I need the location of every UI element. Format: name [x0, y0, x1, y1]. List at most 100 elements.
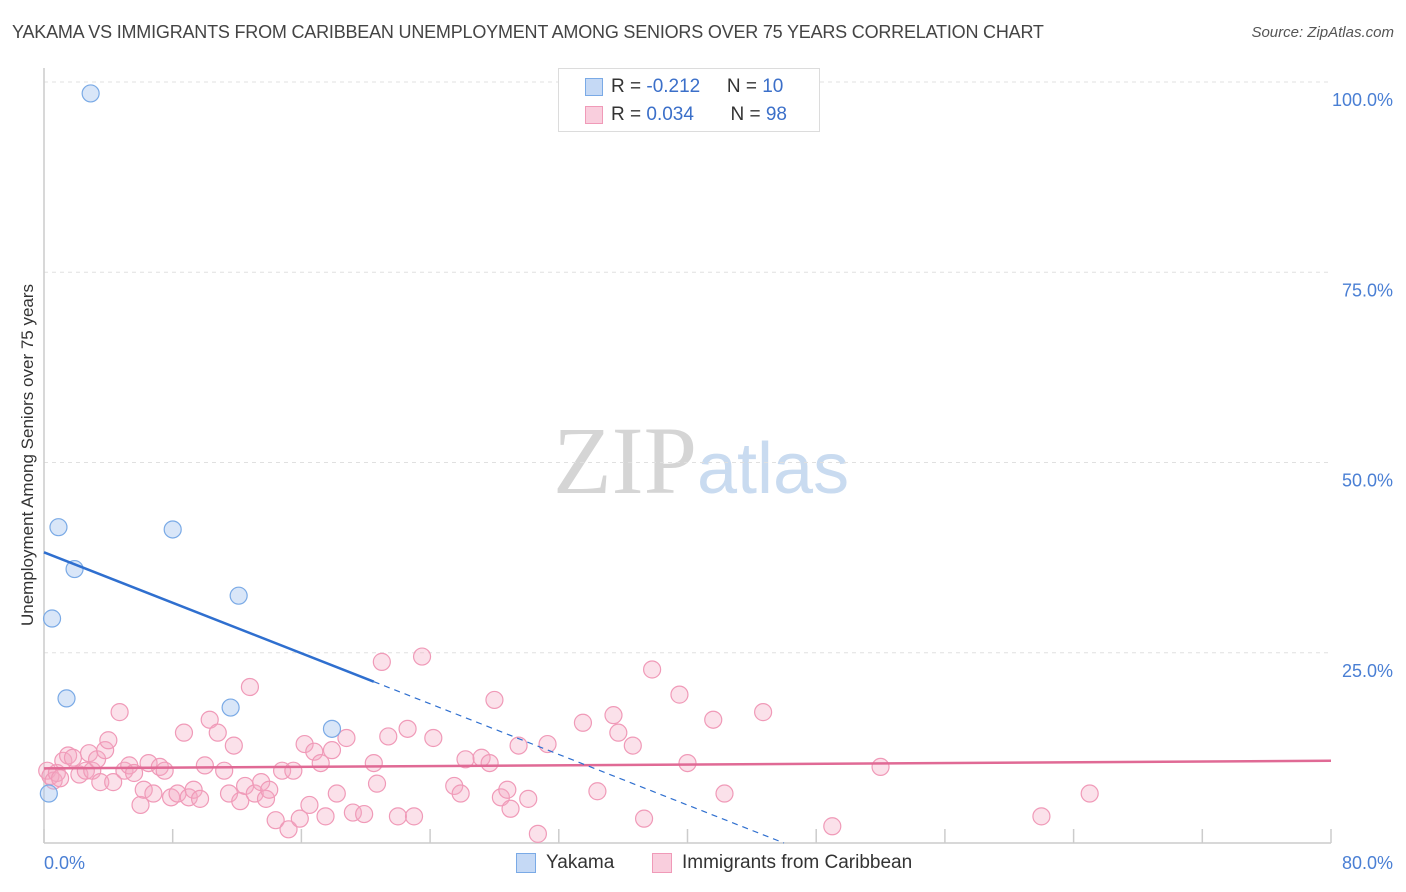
caribbean-point: [480, 753, 499, 773]
yakama-legend-swatch: [516, 853, 536, 873]
yakama-point: [322, 719, 342, 738]
caribbean-legend-swatch: [652, 853, 672, 873]
caribbean-point: [184, 780, 203, 799]
caribbean-point: [456, 750, 475, 769]
caribbean-point: [131, 795, 150, 815]
caribbean-point: [195, 756, 214, 775]
caribbean-trend-line: [43, 759, 1332, 770]
yakama-trend-line: [43, 551, 375, 683]
caribbean-point: [224, 736, 243, 755]
caribbean-point: [110, 703, 129, 722]
y-tick-label: 100.0%: [1332, 90, 1393, 110]
caribbean-point: [754, 703, 773, 722]
caribbean-point: [322, 741, 342, 760]
caribbean-point: [174, 723, 194, 742]
y-tick-label: 50.0%: [1342, 471, 1393, 491]
yakama-point: [49, 518, 68, 537]
caribbean-point: [284, 761, 303, 780]
caribbean-point: [59, 746, 78, 765]
caribbean-point: [245, 784, 264, 803]
caribbean-point: [104, 773, 123, 792]
r-value: 0.034: [646, 104, 694, 125]
yakama-swatch: [585, 78, 603, 96]
watermark-zip: ZIP: [553, 407, 697, 514]
caribbean-point: [1032, 807, 1051, 826]
source-credit: Source: ZipAtlas.com: [1251, 24, 1394, 41]
caribbean-point: [509, 736, 528, 755]
caribbean-legend-label: Immigrants from Caribbean: [682, 852, 913, 873]
caribbean-point: [134, 780, 153, 799]
caribbean-point: [215, 761, 234, 780]
yakama-point: [221, 698, 240, 717]
caribbean-point: [355, 804, 374, 824]
watermark-atlas: atlas: [697, 429, 850, 509]
yakama-trend-extension: [373, 681, 785, 844]
yakama-point: [163, 520, 182, 539]
caribbean-point: [823, 817, 842, 836]
y-axis-label: Unemployment Among Seniors over 75 years: [18, 283, 37, 627]
caribbean-swatch: [585, 106, 603, 124]
caribbean-point: [96, 741, 115, 760]
caribbean-point: [704, 710, 723, 729]
caribbean-point: [609, 723, 628, 742]
caribbean-point: [279, 820, 298, 839]
caribbean-point: [634, 809, 654, 828]
caribbean-point: [367, 774, 387, 793]
yakama-legend-label: Yakama: [546, 852, 615, 873]
caribbean-point: [364, 753, 383, 773]
yakama-point: [39, 784, 58, 803]
caribbean-point: [50, 769, 70, 788]
x-tick-label: 80.0%: [1342, 853, 1393, 873]
n-value: 98: [765, 104, 787, 125]
caribbean-point: [388, 807, 408, 826]
caribbean-point: [398, 719, 417, 738]
n-value: 10: [762, 76, 784, 97]
caribbean-point: [379, 727, 398, 746]
bottom-legend-yakama: Yakama: [516, 852, 615, 874]
caribbean-point: [155, 761, 174, 780]
yakama-point: [42, 609, 62, 628]
caribbean-point: [305, 742, 324, 761]
caribbean-point: [670, 685, 689, 704]
caribbean-point: [715, 784, 734, 803]
yakama-point: [81, 84, 100, 103]
caribbean-point: [337, 728, 356, 748]
caribbean-point: [678, 753, 697, 773]
caribbean-point: [519, 789, 538, 808]
caribbean-point: [266, 811, 285, 830]
correlation-legend: R = -0.212 N = 10 R = 0.034 N = 98: [558, 68, 820, 132]
caribbean-point: [871, 757, 890, 777]
caribbean-point: [295, 734, 314, 754]
caribbean-point: [300, 795, 319, 815]
caribbean-point: [99, 731, 118, 750]
caribbean-point: [290, 809, 309, 828]
caribbean-point: [485, 690, 504, 710]
r-value: -0.212: [646, 76, 701, 97]
caribbean-point: [91, 773, 110, 792]
y-tick-label: 75.0%: [1342, 280, 1393, 300]
caribbean-point: [498, 780, 517, 799]
legend-row-caribbean: R = 0.034 N = 98: [585, 104, 787, 126]
caribbean-point: [63, 748, 83, 767]
caribbean-point: [445, 776, 464, 796]
chart-title: YAKAMA VS IMMIGRANTS FROM CARIBBEAN UNEM…: [12, 22, 1044, 42]
r-label: R =: [611, 104, 647, 125]
caribbean-point: [538, 734, 557, 754]
r-label: R =: [611, 76, 647, 97]
caribbean-point: [208, 723, 227, 742]
x-tick-label: 0.0%: [44, 853, 85, 873]
n-label: N =: [726, 76, 763, 97]
n-label: N =: [730, 104, 766, 125]
caribbean-point: [573, 713, 593, 732]
caribbean-point: [623, 736, 642, 755]
caribbean-point: [451, 784, 470, 803]
caribbean-point: [240, 677, 260, 697]
yakama-point: [57, 689, 76, 708]
legend-row-yakama: R = -0.212 N = 10: [585, 76, 784, 98]
caribbean-point: [412, 647, 432, 666]
caribbean-point: [260, 780, 279, 799]
yakama-point: [229, 586, 248, 605]
caribbean-point: [76, 761, 95, 780]
caribbean-point: [528, 824, 547, 843]
